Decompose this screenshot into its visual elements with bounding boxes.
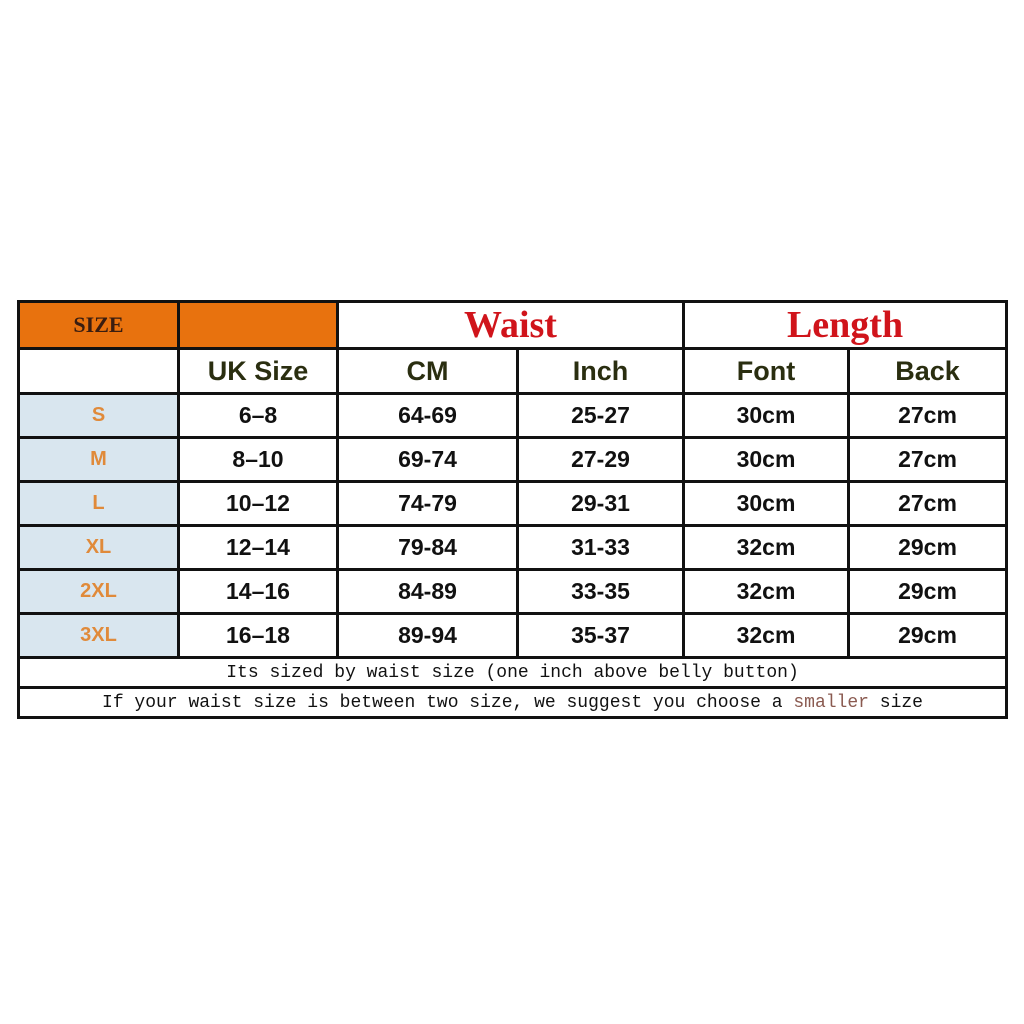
cell-inch: 25-27: [516, 392, 685, 439]
table-row: 2XL 14–16 84-89 33-35 32cm 29cm: [17, 568, 1009, 615]
note-row-1: Its sized by waist size (one inch above …: [16, 656, 1009, 689]
size-label: M: [17, 436, 180, 483]
cell-cm: 89-94: [336, 612, 519, 659]
cell-back: 27cm: [846, 392, 1009, 439]
orange-header-blank: [177, 300, 339, 350]
cell-uk: 6–8: [177, 392, 339, 439]
cell-font: 32cm: [682, 568, 850, 615]
cell-uk: 8–10: [177, 436, 339, 483]
cell-uk: 10–12: [177, 480, 339, 527]
table-row: 3XL 16–18 89-94 35-37 32cm 29cm: [17, 612, 1009, 659]
table-row: XL 12–14 79-84 31-33 32cm 29cm: [17, 524, 1009, 571]
col-cm: CM: [336, 347, 519, 395]
note-text: If your waist size is between two size, …: [102, 692, 794, 713]
cell-font: 32cm: [682, 524, 850, 571]
cell-font: 30cm: [682, 392, 850, 439]
length-header: Length: [681, 300, 1009, 350]
note-highlight: smaller: [793, 692, 869, 713]
note-waist: Its sized by waist size (one inch above …: [16, 656, 1009, 689]
cell-cm: 79-84: [336, 524, 519, 571]
table-row: L 10–12 74-79 29-31 30cm 27cm: [17, 480, 1009, 527]
size-header: SIZE: [17, 300, 180, 350]
col-uk-size: UK Size: [177, 347, 339, 395]
table-row: M 8–10 69-74 27-29 30cm 27cm: [17, 436, 1009, 483]
size-label: XL: [17, 524, 180, 571]
cell-uk: 14–16: [177, 568, 339, 615]
note-text-end: size: [868, 692, 923, 713]
cell-back: 29cm: [846, 524, 1009, 571]
cell-cm: 74-79: [336, 480, 519, 527]
cell-inch: 27-29: [516, 436, 685, 483]
blank-header: [17, 347, 180, 395]
cell-cm: 84-89: [336, 568, 519, 615]
cell-font: 32cm: [682, 612, 850, 659]
cell-font: 30cm: [682, 436, 850, 483]
waist-header: Waist: [336, 300, 685, 350]
cell-inch: 35-37: [516, 612, 685, 659]
cell-back: 27cm: [846, 436, 1009, 483]
cell-inch: 31-33: [516, 524, 685, 571]
note-row-2: If your waist size is between two size, …: [16, 686, 1009, 719]
table-row: S 6–8 64-69 25-27 30cm 27cm: [17, 392, 1009, 439]
cell-inch: 29-31: [516, 480, 685, 527]
col-inch: Inch: [516, 347, 685, 395]
cell-back: 29cm: [846, 612, 1009, 659]
cell-inch: 33-35: [516, 568, 685, 615]
note-suggest: If your waist size is between two size, …: [16, 686, 1009, 719]
cell-back: 29cm: [846, 568, 1009, 615]
cell-back: 27cm: [846, 480, 1009, 527]
header-row-2: UK Size CM Inch Font Back: [17, 347, 1009, 395]
cell-font: 30cm: [682, 480, 850, 527]
cell-uk: 12–14: [177, 524, 339, 571]
size-label: 2XL: [17, 568, 180, 615]
header-row-1: SIZE Waist Length: [17, 300, 1009, 350]
cell-cm: 64-69: [336, 392, 519, 439]
col-back: Back: [846, 347, 1009, 395]
size-label: L: [17, 480, 180, 527]
size-label: S: [17, 392, 180, 439]
cell-uk: 16–18: [177, 612, 339, 659]
col-font: Font: [682, 347, 850, 395]
cell-cm: 69-74: [336, 436, 519, 483]
size-label: 3XL: [17, 612, 180, 659]
size-chart-table: SIZE Waist Length UK Size CM Inch Font B…: [16, 300, 1009, 719]
